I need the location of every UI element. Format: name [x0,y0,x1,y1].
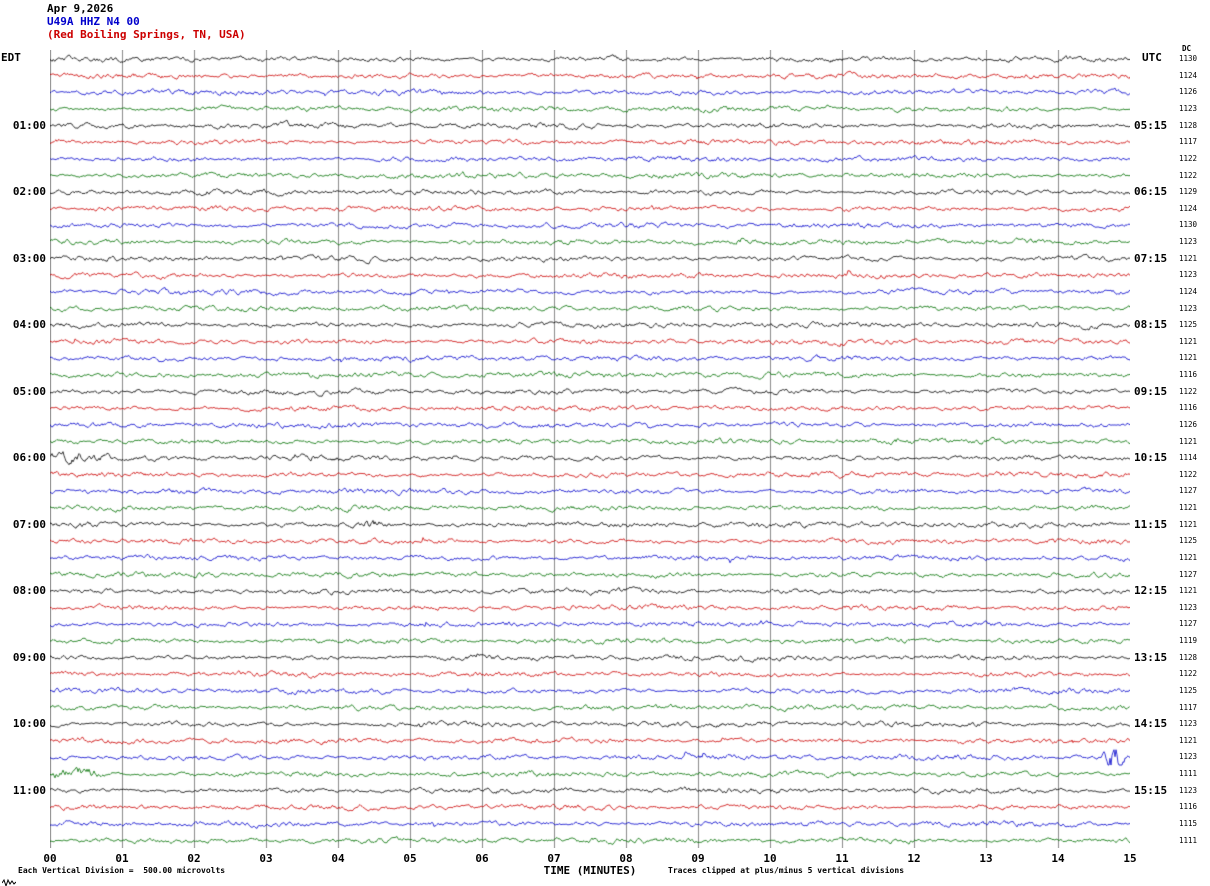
x-tick-label: 09 [691,852,705,865]
edt-time-label: 07:00 [12,517,46,531]
dc-value: 1121 [1179,353,1198,363]
x-tick-label: 12 [907,852,921,865]
dc-value: 1121 [1179,552,1198,562]
dc-value: 1121 [1179,586,1198,596]
seismogram-trace-plot [50,50,1130,848]
utc-time-label: 11:15 [1134,517,1168,531]
utc-time-label: 05:15 [1134,118,1168,132]
utc-time-label: 14:15 [1134,717,1168,731]
x-tick-label: 03 [259,852,273,865]
dc-value: 1127 [1179,486,1198,496]
dc-value: 1116 [1179,802,1198,812]
dc-value: 1127 [1179,619,1198,629]
x-tick-label: 06 [475,852,489,865]
dc-value: 1123 [1179,752,1198,762]
edt-time-label: 09:00 [12,650,46,664]
utc-time-label: 09:15 [1134,384,1168,398]
dc-value: 1119 [1179,636,1198,646]
dc-value: 1126 [1179,419,1198,429]
dc-value: 1111 [1179,769,1198,779]
x-tick-label: 05 [403,852,417,865]
edt-time-label: 03:00 [12,251,46,265]
x-tick-label: 00 [43,852,57,865]
utc-time-label: 15:15 [1134,783,1168,797]
dc-value: 1122 [1179,386,1198,396]
right-timezone-label: UTC [1142,51,1162,64]
dc-value: 1115 [1179,818,1198,828]
dc-value: 1122 [1179,170,1198,180]
x-tick-label: 01 [115,852,129,865]
dc-value: 1123 [1179,104,1198,114]
edt-time-label: 02:00 [12,185,46,199]
x-tick-label: 13 [979,852,993,865]
utc-time-label: 12:15 [1134,584,1168,598]
dc-value: 1123 [1179,303,1198,313]
dc-value: 1122 [1179,153,1198,163]
dc-value: 1124 [1179,203,1198,213]
dc-value: 1121 [1179,253,1198,263]
edt-time-label: 04:00 [12,318,46,332]
x-tick-label: 04 [331,852,345,865]
x-tick-label: 10 [763,852,777,865]
dc-value: 1125 [1179,685,1198,695]
dc-value: 1125 [1179,320,1198,330]
dc-value: 1121 [1179,503,1198,513]
dc-value: 1121 [1179,436,1198,446]
dc-value: 1125 [1179,536,1198,546]
x-tick-label: 07 [547,852,561,865]
dc-value: 1111 [1179,835,1198,845]
footer-clip-note: Traces clipped at plus/minus 5 vertical … [668,866,905,875]
dc-value: 1130 [1179,54,1198,64]
edt-time-label: 01:00 [12,118,46,132]
dc-value: 1122 [1179,669,1198,679]
dc-value: 1121 [1179,336,1198,346]
header-station-location: (Red Boiling Springs, TN, USA) [47,28,246,41]
utc-time-label: 06:15 [1134,185,1168,199]
utc-time-label: 08:15 [1134,318,1168,332]
header-station-id: U49A HHZ N4 00 [47,15,140,28]
dc-value: 1124 [1179,286,1198,296]
edt-time-label: 11:00 [12,783,46,797]
dc-value: 1128 [1179,652,1198,662]
dc-value: 1121 [1179,735,1198,745]
dc-value: 1121 [1179,519,1198,529]
dc-value: 1114 [1179,453,1198,463]
dc-value: 1123 [1179,719,1198,729]
dc-value: 1124 [1179,70,1198,80]
dc-value: 1123 [1179,237,1198,247]
edt-time-label: 05:00 [12,384,46,398]
header-date: Apr 9,2026 [47,2,114,15]
x-tick-label: 11 [835,852,849,865]
x-tick-label: 14 [1051,852,1065,865]
dc-value: 1116 [1179,403,1198,413]
utc-time-label: 13:15 [1134,650,1168,664]
utc-time-label: 10:15 [1134,451,1168,465]
dc-value: 1122 [1179,469,1198,479]
x-axis-title: TIME (MINUTES) [543,864,637,877]
edt-time-label: 08:00 [12,584,46,598]
x-tick-label: 02 [187,852,201,865]
x-tick-label: 08 [619,852,633,865]
x-tick-label: 15 [1123,852,1137,865]
edt-time-label: 06:00 [12,451,46,465]
dc-value: 1128 [1179,120,1198,130]
dc-value: 1126 [1179,87,1198,97]
dc-value: 1127 [1179,569,1198,579]
dc-column-header: DC [1182,44,1192,53]
dc-value: 1123 [1179,602,1198,612]
dc-value: 1123 [1179,785,1198,795]
dc-value: 1117 [1179,702,1198,712]
footer-scale-note: Each Vertical Division = 500.00 microvol… [18,866,226,875]
calibration-wiggle-icon [1,872,17,886]
dc-value: 1130 [1179,220,1198,230]
dc-value: 1123 [1179,270,1198,280]
left-timezone-label: EDT [1,51,21,64]
utc-time-label: 07:15 [1134,251,1168,265]
dc-value: 1129 [1179,187,1198,197]
dc-value: 1116 [1179,370,1198,380]
edt-time-label: 10:00 [12,717,46,731]
dc-value: 1117 [1179,137,1198,147]
